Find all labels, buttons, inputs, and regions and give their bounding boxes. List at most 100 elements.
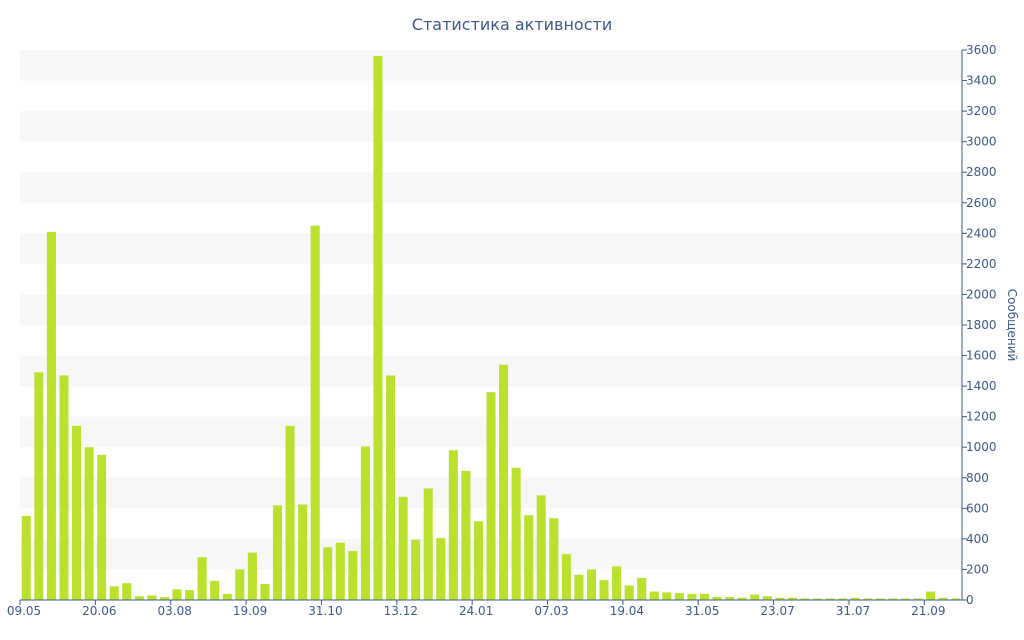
bar — [172, 589, 182, 600]
bar — [813, 598, 823, 600]
bar — [411, 539, 421, 600]
bar — [260, 583, 270, 600]
x-tick-label: 19.04 — [610, 604, 644, 618]
bar — [926, 591, 936, 600]
bar — [210, 580, 220, 600]
bar — [825, 598, 835, 600]
bar — [687, 593, 697, 600]
x-tick-label: 09.05 — [7, 604, 41, 618]
y-tick-label: 1800 — [966, 318, 997, 332]
bar — [423, 488, 433, 600]
bar — [222, 593, 232, 600]
bar — [624, 585, 634, 600]
x-tick-label: 31.10 — [308, 604, 342, 618]
bar — [725, 596, 735, 600]
bar — [536, 495, 546, 600]
bar — [649, 591, 659, 600]
grid-band — [20, 172, 962, 203]
bar — [737, 597, 747, 600]
y-tick-label: 200 — [966, 562, 989, 576]
y-tick-label: 2800 — [966, 165, 997, 179]
y-tick-label: 2400 — [966, 226, 997, 240]
bar — [549, 518, 559, 600]
x-tick-label: 21.09 — [911, 604, 945, 618]
bar — [787, 597, 797, 600]
bar — [574, 574, 584, 600]
bar — [599, 580, 609, 600]
x-tick-label: 03.08 — [158, 604, 192, 618]
bar — [46, 231, 56, 601]
bar — [461, 470, 471, 600]
bar — [147, 595, 157, 600]
y-tick-label: 3000 — [966, 135, 997, 149]
bar — [662, 592, 672, 600]
y-tick-label: 800 — [966, 471, 989, 485]
bar — [875, 598, 885, 600]
bar — [486, 392, 496, 600]
x-tick-label: 31.07 — [836, 604, 870, 618]
grid-band — [20, 355, 962, 387]
bar — [800, 598, 810, 600]
bar — [285, 425, 295, 600]
grid-band — [20, 111, 962, 142]
bar — [272, 505, 283, 600]
bar — [712, 596, 722, 600]
y-tick-label: 3600 — [966, 43, 997, 57]
bar — [674, 593, 684, 600]
y-tick-label: 1000 — [966, 440, 997, 454]
bar — [373, 56, 383, 601]
bar — [71, 425, 82, 600]
bar — [310, 225, 320, 600]
bar — [197, 557, 207, 600]
bar — [561, 554, 571, 600]
bar — [850, 597, 860, 600]
bar — [473, 521, 483, 600]
bar — [838, 598, 848, 600]
bar — [750, 594, 760, 600]
bar — [888, 598, 898, 600]
bar — [323, 547, 333, 600]
grid-band — [20, 50, 962, 81]
y-tick-label: 2000 — [966, 287, 997, 301]
bar — [699, 593, 710, 600]
bar — [134, 596, 144, 600]
bar — [335, 542, 345, 600]
y-tick-label: 1600 — [966, 349, 997, 363]
bar — [298, 504, 308, 600]
y-tick-label: 3200 — [966, 104, 997, 118]
bar — [97, 454, 107, 600]
bar — [122, 583, 132, 600]
bar — [900, 598, 911, 600]
grid-bands — [20, 50, 962, 570]
x-tick-label: 19.09 — [233, 604, 267, 618]
bar — [863, 598, 873, 600]
y-tick-label: 2200 — [966, 257, 997, 271]
bar — [524, 515, 534, 600]
bar — [360, 446, 370, 600]
bar — [21, 515, 31, 600]
y-axis-title: Сообщений — [1005, 289, 1019, 362]
bar — [637, 577, 647, 600]
bar — [84, 447, 94, 600]
bar — [951, 598, 961, 600]
bar — [938, 597, 948, 600]
bar — [159, 596, 169, 600]
y-tick-label: 1400 — [966, 379, 997, 393]
bar — [511, 467, 521, 600]
bar — [59, 375, 69, 600]
bar — [436, 538, 446, 600]
tick-labels: 0 200 400 600 800 1000 1200 1400 1600 1800 2000 220… — [7, 43, 997, 618]
bar — [185, 590, 195, 600]
bar — [34, 372, 44, 600]
x-tick-label: 13.12 — [384, 604, 418, 618]
grid-band — [20, 233, 962, 264]
bar — [775, 597, 785, 600]
x-tick-label: 23.07 — [760, 604, 794, 618]
y-tick-label: 1200 — [966, 410, 997, 424]
y-tick-label: 0 — [966, 593, 974, 607]
bar — [762, 596, 772, 600]
y-tick-label: 2600 — [966, 196, 997, 210]
x-tick-label: 20.06 — [82, 604, 116, 618]
bar — [612, 566, 622, 600]
